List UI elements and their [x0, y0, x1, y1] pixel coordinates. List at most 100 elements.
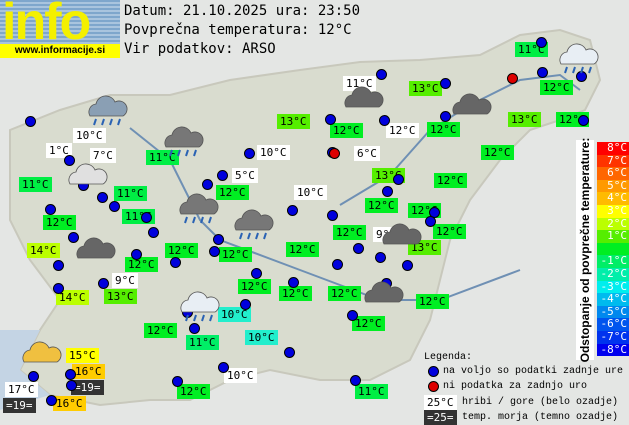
country-outline	[9, 28, 602, 407]
temperature-label: =19=	[71, 380, 104, 395]
station-marker[interactable]	[45, 204, 56, 215]
scale-step: 5°C	[597, 179, 629, 193]
temperature-label: 12°C	[43, 215, 76, 230]
temperature-label: 9°C	[112, 273, 138, 288]
cloud-icon	[360, 280, 404, 303]
station-marker[interactable]	[170, 257, 181, 268]
scale-step: -6°C	[597, 318, 629, 331]
temperature-label: 12°C	[177, 384, 210, 399]
station-marker[interactable]	[28, 371, 39, 382]
station-marker[interactable]	[393, 174, 404, 185]
station-marker[interactable]	[240, 299, 251, 310]
station-marker[interactable]	[251, 268, 262, 279]
station-marker[interactable]	[402, 260, 413, 271]
station-marker[interactable]	[189, 323, 200, 334]
scale-step: -2°C	[597, 267, 629, 281]
temperature-label: 14°C	[56, 290, 89, 305]
station-marker[interactable]	[53, 260, 64, 271]
partly-cloudy-icon	[18, 340, 62, 363]
station-marker[interactable]	[376, 69, 387, 80]
temperature-label: 12°C	[416, 294, 449, 309]
station-marker[interactable]	[350, 375, 361, 386]
station-marker[interactable]	[379, 115, 390, 126]
station-marker[interactable]	[172, 376, 183, 387]
station-marker[interactable]	[578, 115, 589, 126]
station-marker[interactable]	[284, 347, 295, 358]
station-marker[interactable]	[218, 362, 229, 373]
station-marker[interactable]	[25, 116, 36, 127]
legend-hill-sample: 25°C	[424, 395, 457, 410]
station-marker[interactable]	[440, 78, 451, 89]
temperature-label: 12°C	[328, 286, 361, 301]
temperature-label: 13°C	[508, 112, 541, 127]
scale-step: 8°C	[597, 141, 629, 155]
station-marker[interactable]	[131, 249, 142, 260]
scale-step: 2°C	[597, 217, 629, 231]
station-marker[interactable]	[327, 210, 338, 221]
station-marker[interactable]	[425, 216, 436, 227]
station-marker[interactable]	[68, 232, 79, 243]
station-marker[interactable]	[53, 283, 64, 294]
station-marker[interactable]	[202, 179, 213, 190]
station-marker[interactable]	[213, 234, 224, 245]
scale-step: -5°C	[597, 305, 629, 319]
cloud-icon	[64, 162, 108, 185]
station-marker[interactable]	[209, 246, 220, 257]
temperature-label: 12°C	[125, 257, 158, 272]
scale-step: 3°C	[597, 204, 629, 218]
deviation-scale: 8°C 7°C 6°C 5°C 4°C 3°C 2°C 1°C -1°C -2°C -3°C -4°C…	[597, 141, 629, 357]
station-marker[interactable]	[347, 310, 358, 321]
station-marker[interactable]	[536, 37, 547, 48]
legend-title: Legenda:	[424, 352, 473, 363]
rain-cloud-icon	[555, 42, 599, 74]
temperature-label: 11°C	[19, 177, 52, 192]
station-marker[interactable]	[332, 259, 343, 270]
temperature-label: 12°C	[238, 279, 271, 294]
station-no-data-marker[interactable]	[507, 73, 518, 84]
scale-step: -1°C	[597, 255, 629, 268]
temperature-label: 12°C	[286, 242, 319, 257]
station-marker[interactable]	[64, 155, 75, 166]
temperature-label: 16°C	[53, 396, 86, 411]
temperature-label: 13°C	[104, 289, 137, 304]
station-marker[interactable]	[217, 170, 228, 181]
scale-step: 7°C	[597, 154, 629, 168]
station-marker[interactable]	[353, 243, 364, 254]
temperature-label: 12°C	[365, 198, 398, 213]
station-marker[interactable]	[287, 205, 298, 216]
logo[interactable]: info www.informacije.si	[0, 0, 120, 58]
scale-step: -7°C	[597, 330, 629, 344]
station-marker[interactable]	[148, 227, 159, 238]
temperature-label: 13°C	[409, 81, 442, 96]
station-marker[interactable]	[98, 278, 109, 289]
logo-url[interactable]: www.informacije.si	[0, 44, 120, 58]
temperature-label: 10°C	[294, 185, 327, 200]
station-marker[interactable]	[375, 252, 386, 263]
station-marker[interactable]	[66, 380, 77, 391]
station-marker[interactable]	[109, 201, 120, 212]
station-marker[interactable]	[537, 67, 548, 78]
station-marker[interactable]	[97, 192, 108, 203]
station-marker[interactable]	[440, 111, 451, 122]
temperature-label: 7°C	[90, 148, 116, 163]
station-marker[interactable]	[244, 148, 255, 159]
station-marker[interactable]	[325, 114, 336, 125]
station-no-data-marker[interactable]	[329, 148, 340, 159]
station-marker[interactable]	[46, 395, 57, 406]
average-temperature: Povprečna temperatura: 12°C	[124, 22, 352, 38]
scale-step: 6°C	[597, 167, 629, 180]
station-marker[interactable]	[382, 186, 393, 197]
rain-cloud-icon	[160, 125, 204, 157]
scale-title-text: Odstopanje od povprečne temperature:	[578, 137, 592, 363]
temperature-label: 14°C	[27, 243, 60, 258]
temperature-label: 10°C	[218, 307, 251, 322]
scale-step: 4°C	[597, 192, 629, 205]
cloud-icon	[340, 85, 384, 108]
station-marker[interactable]	[141, 212, 152, 223]
station-marker[interactable]	[288, 277, 299, 288]
rain-cloud-icon	[84, 94, 128, 126]
temperature-label: 10°C	[73, 128, 106, 143]
scale-step: 1°C	[597, 230, 629, 243]
station-marker[interactable]	[65, 369, 76, 380]
temperature-label: 12°C	[330, 123, 363, 138]
